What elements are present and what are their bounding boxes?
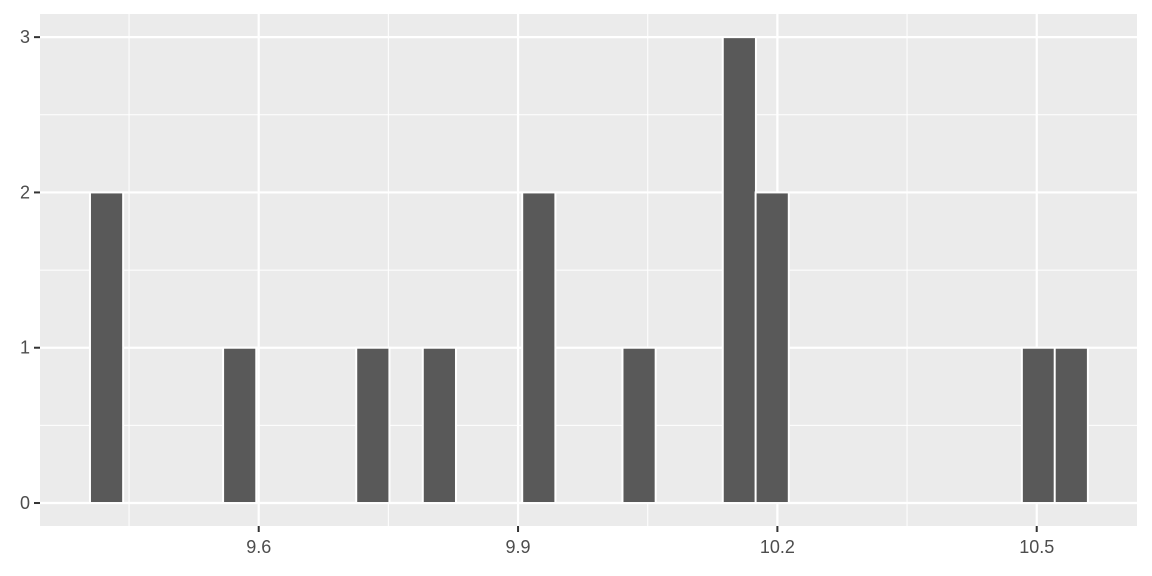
histogram-bar [88, 191, 125, 505]
histogram-bar [1053, 346, 1089, 505]
y-tick-label: 0 [20, 493, 30, 513]
histogram-bar [754, 191, 790, 505]
minor-gridlines [40, 14, 1137, 526]
x-tick-label: 9.9 [506, 537, 531, 557]
histogram-bar [355, 346, 391, 505]
histogram-bar [721, 36, 757, 505]
histogram-bar [521, 191, 557, 505]
y-tick-label: 2 [20, 182, 30, 202]
bars [88, 36, 1089, 505]
x-tick-label: 10.5 [1019, 537, 1054, 557]
histogram-bar [222, 346, 258, 505]
histogram-bar [1020, 346, 1057, 505]
x-tick-label: 9.6 [246, 537, 271, 557]
histogram-bar [421, 346, 457, 505]
y-tick-label: 3 [20, 27, 30, 47]
x-tick-label: 10.2 [760, 537, 795, 557]
axes: 9.6 9.9 10.2 10.5 0 1 2 3 [20, 27, 1054, 557]
y-tick-label: 1 [20, 338, 30, 358]
histogram-bar [621, 346, 657, 505]
